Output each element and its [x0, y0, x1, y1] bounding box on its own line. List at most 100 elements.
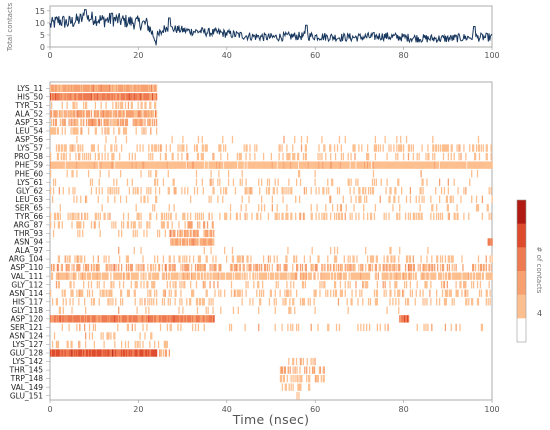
- heatmap-cell: [75, 349, 77, 357]
- heatmap-cell: [170, 212, 172, 221]
- heatmap-cell: [66, 263, 68, 272]
- heatmap-cell: [109, 110, 111, 118]
- heatmap-row: [51, 195, 493, 203]
- heatmap-cell: [491, 238, 493, 246]
- heatmap-cell: [55, 144, 58, 152]
- heatmap-cell: [205, 161, 207, 169]
- heatmap-cell: [155, 315, 157, 323]
- heatmap-cell: [278, 144, 280, 152]
- heatmap-cell: [73, 110, 75, 118]
- colorbar-step: [517, 200, 526, 224]
- heatmap-cell: [441, 289, 444, 297]
- heatmap-cell: [388, 263, 390, 272]
- heatmap-cell: [203, 229, 205, 238]
- heatmap-cell: [439, 161, 442, 169]
- heatmap-cell: [322, 187, 324, 195]
- heatmap-cell: [199, 255, 202, 263]
- heatmap-cell: [105, 263, 107, 272]
- heatmap-cell: [98, 315, 100, 323]
- heatmap-cell: [140, 110, 142, 118]
- heatmap-cell: [464, 281, 466, 289]
- heatmap-cell: [101, 315, 103, 323]
- heatmap-cell: [106, 110, 108, 118]
- heatmap-cell: [245, 152, 247, 161]
- heatmap-cell: [104, 110, 106, 118]
- heatmap-cell: [255, 263, 257, 272]
- heatmap-cell: [391, 255, 393, 263]
- heatmap-cell: [302, 161, 305, 169]
- heatmap-cell: [271, 204, 273, 212]
- heatmap-cell: [101, 161, 103, 169]
- heatmap-cell: [149, 110, 151, 118]
- heatmap-cell: [170, 238, 172, 246]
- heatmap-cell: [59, 118, 61, 127]
- heatmap-cell: [121, 298, 124, 306]
- heatmap-cell: [237, 161, 239, 169]
- heatmap-cell: [136, 161, 138, 169]
- heatmap-cell: [93, 349, 96, 357]
- heatmap-cell: [180, 161, 182, 169]
- heatmap-cell: [54, 93, 57, 101]
- heatmap-cell: [239, 272, 241, 280]
- heatmap-cell: [315, 212, 317, 221]
- heatmap-cell: [277, 161, 279, 169]
- heatmap-cell: [118, 93, 120, 101]
- heatmap-cell: [61, 349, 63, 357]
- heatmap-cell: [71, 221, 73, 229]
- heatmap-cell: [67, 161, 69, 169]
- heatmap-cell: [296, 263, 299, 272]
- heatmap-cell: [470, 272, 472, 280]
- heatmap-cell: [363, 272, 365, 280]
- heatmap-cell: [248, 187, 250, 195]
- heatmap-cell: [136, 340, 138, 349]
- heatmap-cell: [390, 187, 392, 195]
- heatmap-cell: [101, 272, 103, 280]
- heatmap-cell: [465, 298, 467, 306]
- heatmap-cell: [54, 118, 57, 127]
- heatmap-cell: [96, 349, 98, 357]
- heatmap-cell: [128, 110, 131, 118]
- heatmap-cell: [392, 298, 394, 306]
- heatmap-cell: [241, 178, 243, 186]
- heatmap-cell: [185, 263, 187, 272]
- heatmap-cell: [107, 332, 109, 340]
- heatmap-cell: [477, 144, 480, 152]
- heatmap-cell: [261, 263, 263, 272]
- heatmap-cell: [62, 272, 64, 280]
- heatmap-cell: [193, 144, 196, 152]
- heatmap-cell: [127, 272, 130, 280]
- heatmap-row: [76, 135, 480, 144]
- heatmap-cell: [318, 161, 320, 169]
- heatmap-cell: [411, 289, 413, 297]
- heatmap-cell: [209, 281, 211, 289]
- heatmap-cell: [108, 110, 110, 118]
- heatmap-cell: [425, 281, 427, 289]
- heatmap-cell: [438, 195, 441, 203]
- heatmap-cell: [164, 152, 167, 161]
- heatmap-cell: [328, 323, 330, 332]
- heatmap-cell: [299, 366, 301, 374]
- heatmap-cell: [67, 93, 69, 101]
- heatmap-cell: [155, 349, 158, 357]
- heatmap-cell: [285, 263, 287, 272]
- heatmap-row: [50, 152, 492, 161]
- heatmap-cell: [238, 152, 240, 161]
- heatmap-cell: [80, 289, 82, 297]
- heatmap-cell: [293, 152, 295, 161]
- heatmap-cell: [302, 212, 305, 221]
- heatmap-cell: [50, 110, 52, 118]
- heatmap-cell: [272, 272, 274, 280]
- heatmap-cell: [71, 340, 73, 349]
- heatmap-cell: [171, 315, 173, 323]
- heatmap-cell: [256, 289, 258, 297]
- heatmap-cell: [245, 204, 247, 212]
- heatmap-cell: [415, 289, 417, 297]
- heatmap-cell: [78, 289, 80, 297]
- heatmap-cell: [350, 195, 352, 203]
- heatmap-cell: [401, 144, 403, 152]
- heatmap-cell: [290, 161, 292, 169]
- heatmap-cell: [203, 263, 205, 272]
- heatmap-cell: [148, 93, 150, 101]
- heatmap-cell: [155, 170, 158, 178]
- heatmap-cell: [140, 349, 142, 357]
